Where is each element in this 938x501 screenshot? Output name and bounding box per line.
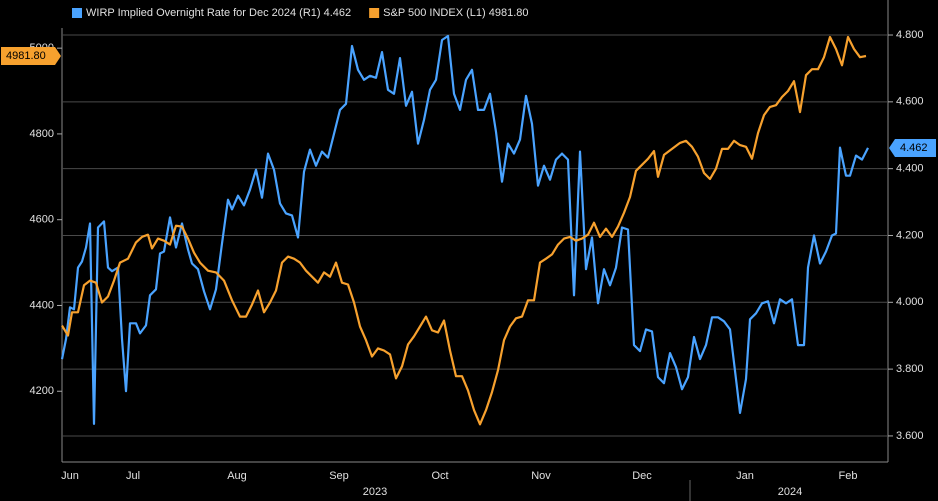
- x-tick-label: Nov: [531, 470, 551, 482]
- x-tick-label: Feb: [839, 470, 858, 482]
- y2-tick-label: 4.400: [896, 163, 924, 175]
- x-tick-label: Sep: [329, 470, 349, 482]
- x-tick-label: Aug: [227, 470, 247, 482]
- last-value-label: 4981.80: [6, 50, 46, 62]
- x-tick-label: Dec: [632, 470, 652, 482]
- legend-label: WIRP Implied Overnight Rate for Dec 2024…: [86, 7, 351, 19]
- legend-swatch: [369, 8, 380, 18]
- y2-tick-label: 4.600: [896, 96, 924, 108]
- x-tick-label: Jan: [736, 470, 754, 482]
- x-tick-label: Jul: [126, 470, 140, 482]
- y-tick-label: 4400: [30, 299, 54, 311]
- legend-name: S&P 500 INDEX (L1): [383, 7, 486, 19]
- last-value-badge: [1, 46, 61, 65]
- series-line: [61, 35, 867, 426]
- y2-tick-label: 3.800: [896, 363, 924, 375]
- year-label: 2023: [363, 486, 387, 498]
- legend-label: S&P 500 INDEX (L1) 4981.80: [383, 7, 528, 19]
- legend-value: 4.462: [324, 7, 352, 19]
- last-value-badge: [889, 138, 936, 157]
- x-tick-label: Jun: [61, 470, 79, 482]
- legend-swatch: [72, 8, 82, 18]
- x-tick-label: Oct: [431, 470, 448, 482]
- legend-value: 4981.80: [489, 7, 529, 19]
- y2-tick-label: 4.000: [896, 296, 924, 308]
- y-tick-label: 4200: [30, 385, 54, 397]
- y2-tick-label: 3.600: [896, 430, 924, 442]
- last-value-label: 4.462: [900, 142, 928, 154]
- legend-name: WIRP Implied Overnight Rate for Dec 2024…: [86, 7, 321, 19]
- y-tick-label: 4800: [30, 128, 54, 140]
- year-label: 2024: [778, 486, 802, 498]
- series-line: [60, 34, 869, 425]
- y2-tick-label: 4.800: [896, 29, 924, 41]
- y2-tick-label: 4.200: [896, 229, 924, 241]
- y-tick-label: 4600: [30, 214, 54, 226]
